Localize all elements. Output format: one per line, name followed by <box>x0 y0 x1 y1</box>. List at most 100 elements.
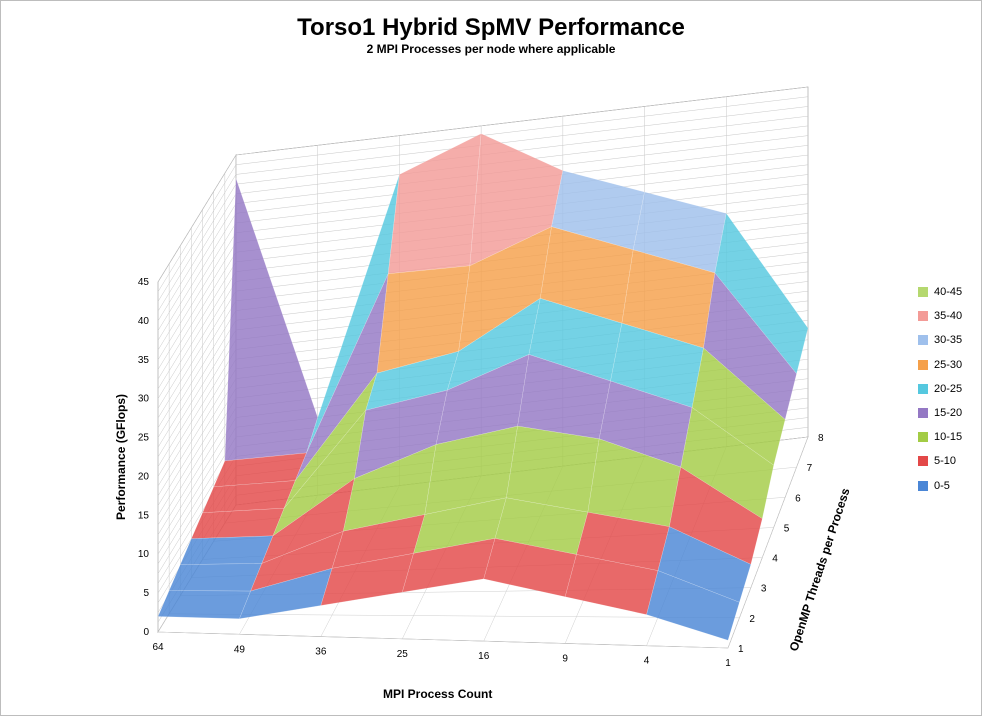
surface-patch <box>191 507 285 539</box>
grid-line <box>157 281 237 409</box>
grid-line <box>235 86 809 156</box>
floor-grid-line <box>157 631 729 649</box>
y-tick-label: 6 <box>795 493 801 504</box>
legend: 40-45 35-40 30-35 25-30 20-25 15-20 10-15 5-10 0… <box>918 280 962 498</box>
floor-grid-line <box>727 436 809 649</box>
legend-label: 0-5 <box>934 479 950 492</box>
z-tick-label: 10 <box>138 549 150 560</box>
x-tick-label: 9 <box>562 653 568 664</box>
legend-label: 15-20 <box>934 407 963 420</box>
legend-item: 0-5 <box>918 474 962 498</box>
grid-line <box>235 106 809 175</box>
z-axis-ticks: 0 5 10 15 20 25 30 35 40 45 <box>138 277 150 638</box>
grid-line <box>157 154 237 283</box>
grid-line <box>157 232 237 360</box>
legend-swatch <box>918 311 928 322</box>
surface-patch <box>703 272 797 420</box>
legend-swatch <box>918 480 928 491</box>
y-tick-label: 7 <box>807 463 813 474</box>
legend-item: 15-20 <box>918 401 962 425</box>
surface-patch <box>168 563 263 592</box>
surface-patch <box>714 212 809 375</box>
chart-subtitle: 2 MPI Processes per node where applicabl… <box>366 42 616 56</box>
legend-label: 35-40 <box>934 310 963 323</box>
grid-line <box>157 359 237 487</box>
legend-swatch <box>918 287 928 298</box>
grid-line <box>157 174 237 302</box>
legend-label: 10-15 <box>934 431 963 444</box>
grid-line <box>157 242 237 370</box>
grid-line <box>157 388 237 516</box>
legend-item: 25-30 <box>918 353 962 377</box>
grid-line <box>235 96 809 165</box>
x-tick-label: 1 <box>725 658 731 669</box>
legend-item: 30-35 <box>918 328 962 352</box>
x-tick-label: 16 <box>478 651 490 662</box>
chart-title: Torso1 Hybrid SpMV Performance <box>297 14 685 41</box>
z-tick-label: 5 <box>143 588 149 599</box>
x-axis-ticks: 64 49 36 25 16 9 4 1 <box>152 642 731 669</box>
surface-patch <box>179 535 274 565</box>
grid-line <box>157 320 237 448</box>
z-tick-label: 30 <box>138 394 150 405</box>
x-tick-label: 4 <box>644 656 650 667</box>
surface-patch <box>157 590 251 619</box>
x-axis-label: MPI Process Count <box>383 687 492 701</box>
z-tick-label: 15 <box>138 510 150 521</box>
grid-line <box>157 436 237 565</box>
legend-swatch <box>918 432 928 443</box>
grid-line <box>157 271 237 399</box>
grid-line <box>157 397 237 526</box>
grid-line <box>157 193 237 322</box>
surface-patch <box>506 425 600 513</box>
z-tick-label: 45 <box>138 277 150 288</box>
surface-patch <box>691 347 786 466</box>
grid-line <box>157 407 237 535</box>
grid-line <box>157 184 237 312</box>
grid-line <box>235 115 809 185</box>
grid-line <box>157 300 237 428</box>
legend-item: 10-15 <box>918 425 962 449</box>
legend-label: 5-10 <box>934 455 957 468</box>
legend-item: 40-45 <box>918 280 962 304</box>
legend-swatch <box>918 408 928 419</box>
grid-line <box>157 339 237 467</box>
z-tick-label: 0 <box>143 627 149 638</box>
grid-line <box>157 349 237 477</box>
legend-item: 5-10 <box>918 449 962 473</box>
legend-swatch <box>918 335 928 346</box>
z-tick-label: 35 <box>138 355 150 366</box>
legend-label: 20-25 <box>934 382 963 395</box>
grid-line <box>157 427 237 555</box>
grid-line <box>157 378 237 506</box>
grid-line <box>157 213 237 341</box>
x-tick-label: 49 <box>234 644 246 655</box>
grid-line <box>157 252 237 380</box>
y-tick-label: 3 <box>761 584 767 595</box>
legend-item: 20-25 <box>918 377 962 401</box>
grid-line <box>157 261 237 390</box>
y-tick-label: 2 <box>749 614 755 625</box>
surface-patch <box>646 570 740 641</box>
surface-patch <box>669 466 763 565</box>
y-tick-label: 5 <box>784 523 790 534</box>
y-tick-label: 8 <box>818 433 824 444</box>
z-tick-label: 40 <box>138 316 150 327</box>
legend-item: 35-40 <box>918 304 962 328</box>
legend-swatch <box>918 359 928 370</box>
grid-line <box>157 203 237 331</box>
y-tick-label: 4 <box>772 554 778 565</box>
x-tick-label: 64 <box>152 642 164 653</box>
legend-label: 25-30 <box>934 358 963 371</box>
legend-label: 30-35 <box>934 334 963 347</box>
y-tick-label: 1 <box>738 644 744 655</box>
grid-line <box>157 417 237 545</box>
legend-label: 40-45 <box>934 286 963 299</box>
legend-swatch <box>918 383 928 394</box>
z-tick-label: 25 <box>138 433 150 444</box>
y-axis-ticks: 1 2 3 4 5 6 7 8 <box>738 433 824 655</box>
z-tick-label: 20 <box>138 471 150 482</box>
y-axis-label: OpenMP Threads per Process <box>787 486 853 653</box>
grid-line <box>157 290 237 419</box>
